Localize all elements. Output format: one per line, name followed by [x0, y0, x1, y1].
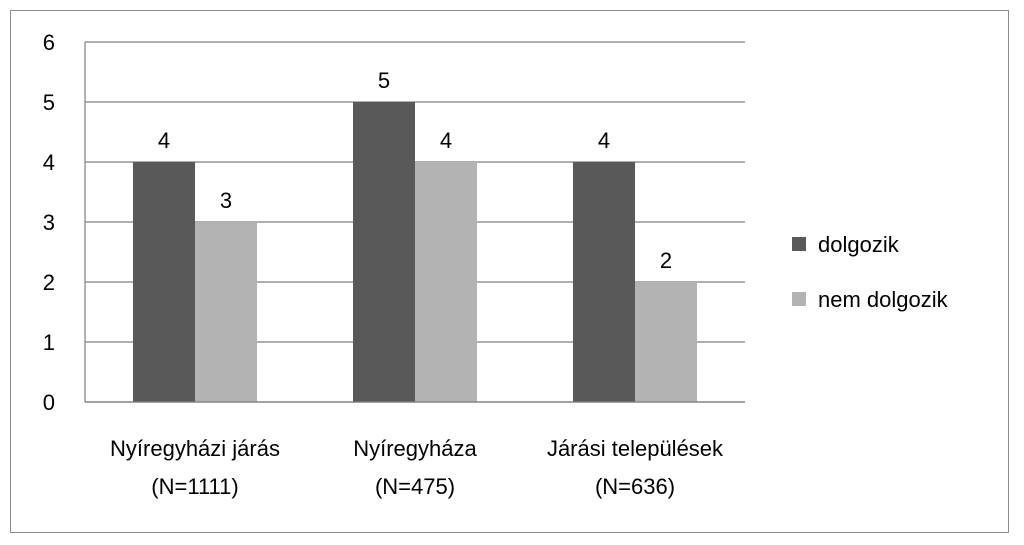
data-label: 2 — [660, 248, 672, 273]
y-tick-label: 2 — [43, 270, 55, 295]
y-tick-label: 1 — [43, 330, 55, 355]
data-label: 4 — [158, 128, 170, 153]
y-tick-label: 4 — [43, 150, 55, 175]
category-label: (N=636) — [595, 474, 675, 499]
category-label: Nyíregyháza — [353, 436, 477, 461]
legend-swatch — [792, 237, 806, 251]
data-label: 4 — [598, 128, 610, 153]
y-tick-label: 0 — [43, 390, 55, 415]
y-tick-label: 5 — [43, 90, 55, 115]
bar — [415, 162, 477, 402]
bar — [635, 282, 697, 402]
bar — [195, 222, 257, 402]
legend-label: nem dolgozik — [818, 287, 949, 312]
category-label: Nyíregyházi járás — [110, 436, 280, 461]
category-label: (N=475) — [375, 474, 455, 499]
y-tick-label: 6 — [43, 30, 55, 55]
legend-label: dolgozik — [818, 232, 900, 257]
legend-swatch — [792, 292, 806, 306]
data-label: 5 — [378, 68, 390, 93]
category-label: (N=1111) — [151, 474, 238, 499]
category-label: Járási települések — [547, 436, 724, 461]
bar — [573, 162, 635, 402]
data-label: 3 — [220, 188, 232, 213]
bar — [133, 162, 195, 402]
y-tick-label: 3 — [43, 210, 55, 235]
bar — [353, 102, 415, 402]
data-label: 4 — [440, 128, 452, 153]
